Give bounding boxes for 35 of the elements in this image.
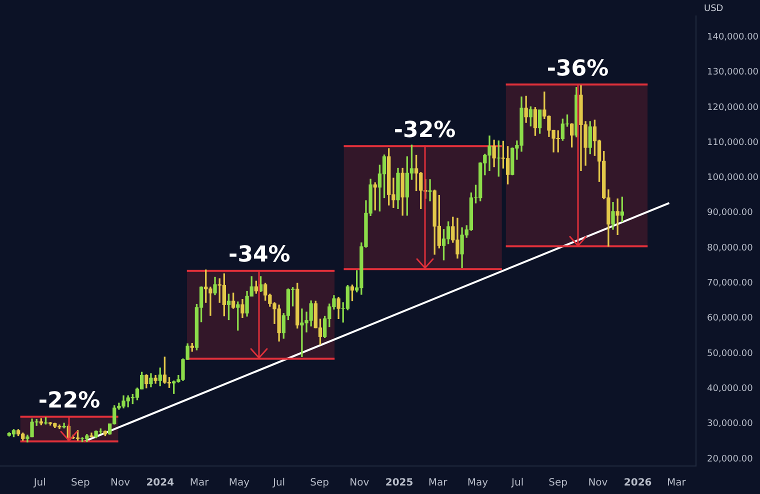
x-tick-label: Mar — [428, 478, 448, 489]
y-tick-label: 70,000.00 — [707, 278, 754, 289]
x-tick-label: Mar — [190, 478, 210, 489]
x-tick-label: Sep — [548, 478, 568, 489]
x-tick-label: Jul — [272, 478, 286, 489]
annotation: -34% — [228, 242, 290, 268]
y-tick-label: 110,000.00 — [707, 138, 759, 148]
annotation: -36% — [546, 56, 609, 82]
y-tick-label: 100,000.00 — [707, 173, 759, 184]
x-tick-label: 2024 — [146, 478, 174, 489]
y-tick-label: 140,000.00 — [707, 32, 759, 42]
y-tick-label: 50,000.00 — [707, 348, 754, 359]
y-tick-label: 80,000.00 — [707, 243, 754, 254]
annotation: -32% — [394, 118, 456, 143]
x-tick-label: 2026 — [624, 478, 652, 489]
y-tick-label: 40,000.00 — [707, 384, 754, 394]
y-tick-label: 120,000.00 — [707, 102, 759, 113]
x-tick-label: Nov — [350, 478, 370, 489]
x-tick-label: May — [467, 478, 488, 489]
y-tick-label: 130,000.00 — [707, 68, 759, 78]
x-tick-label: Nov — [588, 478, 608, 489]
x-tick-label: Jul — [510, 478, 524, 489]
y-tick-label: 90,000.00 — [707, 208, 754, 218]
x-tick-label: 2025 — [385, 478, 414, 489]
y-tick-label: 20,000.00 — [707, 454, 754, 464]
x-tick-label: Jul — [32, 478, 46, 489]
x-tick-label: Sep — [70, 478, 90, 489]
x-tick-label: Mar — [666, 478, 687, 489]
x-tick-label: Sep — [310, 478, 329, 489]
annotation: -22% — [38, 388, 100, 414]
x-tick-label: May — [228, 478, 250, 489]
x-tick-label: Nov — [110, 478, 130, 489]
y-axis-title: USD — [704, 4, 724, 14]
y-tick-label: 30,000.00 — [707, 419, 754, 430]
y-tick-label: 60,000.00 — [707, 314, 754, 324]
